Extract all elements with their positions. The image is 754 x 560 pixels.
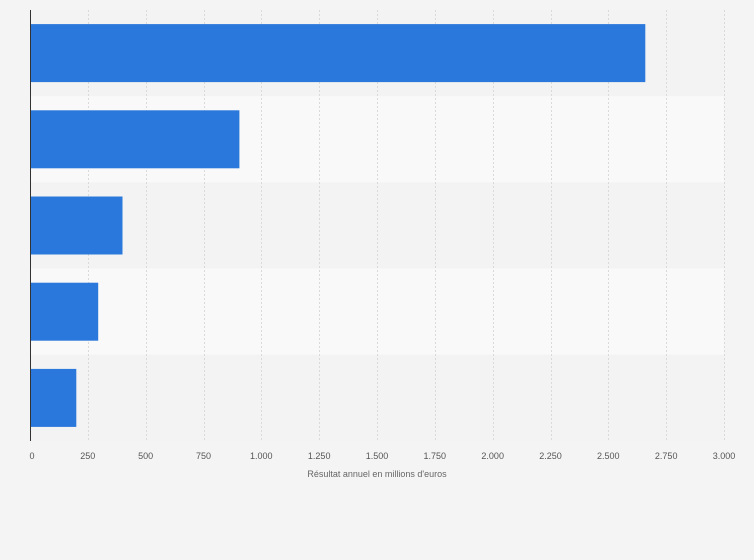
bar-3 [30, 196, 123, 255]
bar-2 [30, 110, 240, 169]
x-tick-label-6: 1.500 [366, 451, 389, 461]
x-tick-label-3: 750 [196, 451, 211, 461]
x-tick-label-7: 1.750 [424, 451, 447, 461]
x-tick-label-9: 2.250 [539, 451, 562, 461]
bar-4 [30, 282, 99, 341]
x-tick-label-2: 500 [138, 451, 153, 461]
x-tick-label-0: 0 [29, 451, 34, 461]
bar-1 [30, 24, 646, 83]
bar-5 [30, 368, 77, 427]
x-tick-label-12: 3.000 [713, 451, 736, 461]
x-axis-title: Résultat annuel en millions d'euros [307, 469, 447, 479]
x-tick-label-11: 2.750 [655, 451, 678, 461]
x-tick-label-4: 1.000 [250, 451, 273, 461]
x-tick-labels: 0 250 500 750 1.000 1.250 1.500 1.750 2.000 2.250… [29, 451, 735, 461]
x-tick-label-10: 2.500 [597, 451, 620, 461]
x-tick-label-8: 2.000 [481, 451, 504, 461]
bars [30, 24, 646, 427]
x-tick-label-1: 250 [80, 451, 95, 461]
x-tick-label-5: 1.250 [308, 451, 331, 461]
